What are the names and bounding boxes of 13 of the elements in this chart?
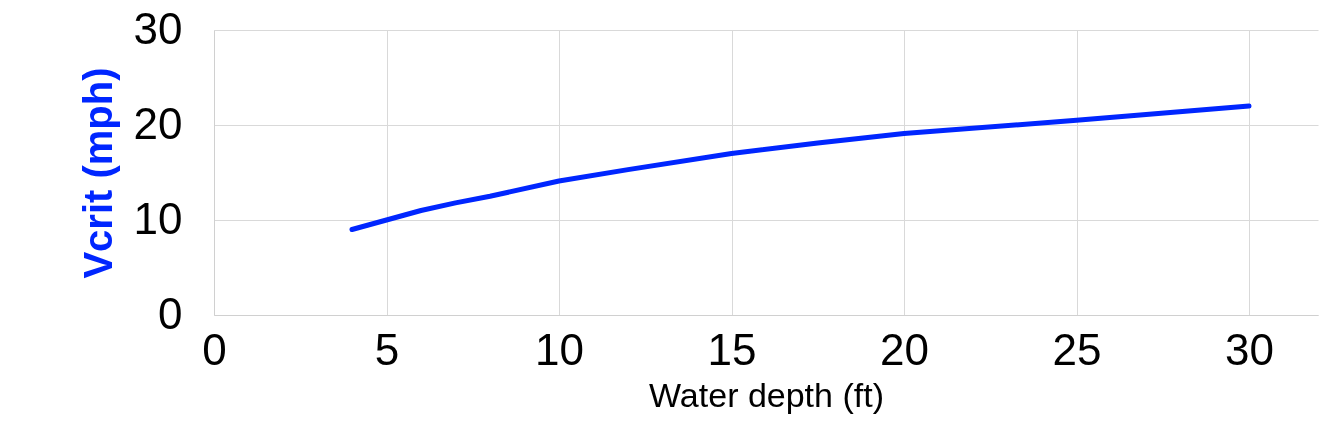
y-tick-label: 10 bbox=[133, 193, 183, 243]
x-tick-label: 30 bbox=[1225, 324, 1274, 374]
x-axis-title: Water depth (ft) bbox=[649, 375, 884, 414]
x-tick-label: 10 bbox=[535, 324, 584, 374]
y-tick-label: 30 bbox=[133, 3, 183, 53]
y-tick-label: 0 bbox=[158, 288, 183, 338]
y-tick-label: 20 bbox=[133, 98, 183, 148]
x-tick-label: 20 bbox=[880, 324, 929, 374]
y-axis-title: Vcrit (mph) bbox=[75, 67, 120, 279]
x-tick-label: 0 bbox=[202, 324, 227, 374]
x-tick-label: 15 bbox=[707, 324, 757, 374]
x-tick-label: 25 bbox=[1052, 324, 1102, 374]
x-tick-label: 5 bbox=[374, 324, 400, 374]
